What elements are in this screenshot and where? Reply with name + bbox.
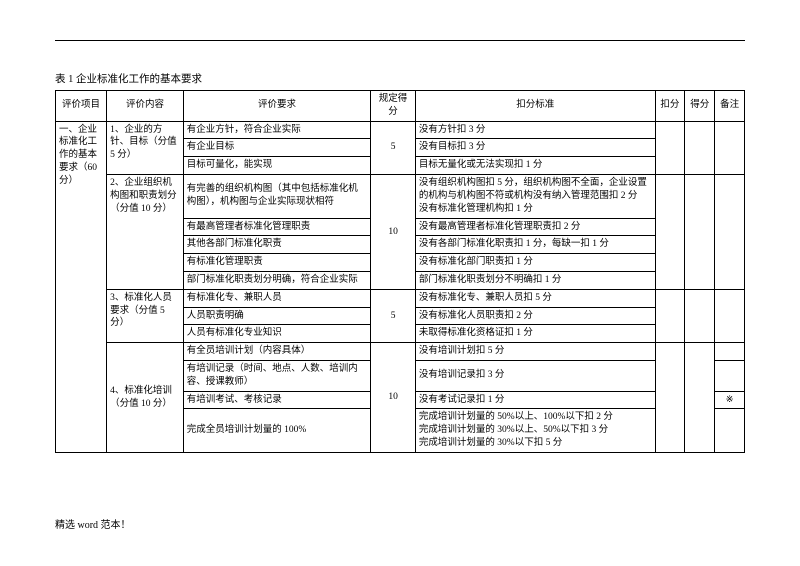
table-caption: 表 1 企业标准化工作的基本要求 (55, 71, 745, 86)
cell-g4-kd (655, 343, 685, 453)
cell-g2-title: 2、企业组织机构图和职责划分（分值 10 分） (107, 175, 184, 290)
cell-g4-r4: 完成全员培训计划量的 100% (183, 409, 370, 452)
th-eval-project: 评价项目 (56, 91, 107, 122)
cell-g3-r3: 人员有标准化专业知识 (183, 325, 370, 343)
cell-g1-r2: 有企业目标 (183, 139, 370, 157)
cell-g2-kd (655, 175, 685, 290)
cell-g3-d3: 未取得标准化资格证扣 1 分 (415, 325, 655, 343)
cell-g2-d4: 没有标准化部门职责扣 1 分 (415, 254, 655, 272)
cell-g3-d1: 没有标准化专、兼职人员扣 5 分 (415, 289, 655, 307)
cell-g1-bz (715, 121, 745, 174)
cell-g4-score: 10 (371, 343, 416, 453)
requirements-table: 评价项目 评价内容 评价要求 规定得分 扣分标准 扣分 得分 备注 一、企业标准… (55, 90, 745, 453)
cell-g2-r3: 其他各部门标准化职责 (183, 236, 370, 254)
cell-g4-d1: 没有培训计划扣 5 分 (415, 343, 655, 361)
cell-g3-bz (715, 289, 745, 342)
row-g4-1: 4、标准化培训（分值 10 分） 有全员培训计划（内容具体） 10 没有培训计划… (56, 343, 745, 361)
cell-g4-bz2 (715, 361, 745, 392)
cell-g3-r2: 人员职责明确 (183, 307, 370, 325)
cell-g1-title: 1、企业的方针、目标（分值 5 分） (107, 121, 184, 174)
cell-g1-d3: 目标无量化或无法实现扣 1 分 (415, 157, 655, 175)
cell-g2-r5: 部门标准化职责划分明确，符合企业实际 (183, 271, 370, 289)
row-g1-1: 一、企业标准化工作的基本要求（60 分） 1、企业的方针、目标（分值 5 分） … (56, 121, 745, 139)
cell-g2-r1: 有完善的组织机构图（其中包括标准化机构图），机构图与企业实际现状相符 (183, 175, 370, 218)
cell-g1-d1: 没有方针扣 3 分 (415, 121, 655, 139)
th-deduct-std: 扣分标准 (415, 91, 655, 122)
row-g3-1: 3、标准化人员要求（分值 5 分） 有标准化专、兼职人员 5 没有标准化专、兼职… (56, 289, 745, 307)
cell-g4-bz3: ※ (715, 391, 745, 409)
cell-g4-d2: 没有培训记录扣 3 分 (415, 361, 655, 392)
page-footer: 精选 word 范本！ (55, 516, 131, 531)
cell-g4-d4: 完成培训计划量的 50%以上、100%以下扣 2 分 完成培训计划量的 30%以… (415, 409, 655, 452)
th-remark: 备注 (715, 91, 745, 122)
cell-g2-score: 10 (371, 175, 416, 290)
cell-g3-score: 5 (371, 289, 416, 342)
cell-g3-title: 3、标准化人员要求（分值 5 分） (107, 289, 184, 342)
cell-g3-df (685, 289, 715, 342)
cell-g2-df (685, 175, 715, 290)
cell-g4-title: 4、标准化培训（分值 10 分） (107, 343, 184, 453)
cell-g2-d3: 没有各部门标准化职责扣 1 分，每缺一扣 1 分 (415, 236, 655, 254)
cell-g3-d2: 没有标准化人员职责扣 2 分 (415, 307, 655, 325)
row-g2-1: 2、企业组织机构图和职责划分（分值 10 分） 有完善的组织机构图（其中包括标准… (56, 175, 745, 218)
cell-g1-r1: 有企业方针，符合企业实际 (183, 121, 370, 139)
table-header-row: 评价项目 评价内容 评价要求 规定得分 扣分标准 扣分 得分 备注 (56, 91, 745, 122)
th-deduct: 扣分 (655, 91, 685, 122)
cell-g4-bz1 (715, 343, 745, 361)
cell-g2-d2: 没有最高管理者标准化管理职责扣 2 分 (415, 218, 655, 236)
cell-g2-r4: 有标准化管理职责 (183, 254, 370, 272)
cell-g2-d5: 部门标准化职责划分不明确扣 1 分 (415, 271, 655, 289)
cell-g4-d3: 没有考试记录扣 1 分 (415, 391, 655, 409)
cell-g1-score: 5 (371, 121, 416, 174)
cell-g2-d1: 没有组织机构图扣 5 分，组织机构图不全面，企业设置的机构与机构图不符或机构没有… (415, 175, 655, 218)
cell-g2-r2: 有最高管理者标准化管理职责 (183, 218, 370, 236)
page-top-rule (55, 40, 745, 41)
cell-g3-r1: 有标准化专、兼职人员 (183, 289, 370, 307)
cell-g1-r3: 目标可量化，能实现 (183, 157, 370, 175)
cell-g3-kd (655, 289, 685, 342)
cell-g1-kd (655, 121, 685, 174)
th-eval-req: 评价要求 (183, 91, 370, 122)
cell-g4-r1: 有全员培训计划（内容具体） (183, 343, 370, 361)
th-eval-content: 评价内容 (107, 91, 184, 122)
cell-eval-project: 一、企业标准化工作的基本要求（60 分） (56, 121, 107, 452)
th-full-score: 规定得分 (371, 91, 416, 122)
cell-g1-df (685, 121, 715, 174)
cell-g4-r3: 有培训考试、考核记录 (183, 391, 370, 409)
cell-g4-df (685, 343, 715, 453)
cell-g1-d2: 没有目标扣 3 分 (415, 139, 655, 157)
cell-g4-r2: 有培训记录（时间、地点、人数、培训内容、授课教师） (183, 361, 370, 392)
th-score: 得分 (685, 91, 715, 122)
cell-g2-bz (715, 175, 745, 290)
cell-g4-bz4 (715, 409, 745, 452)
